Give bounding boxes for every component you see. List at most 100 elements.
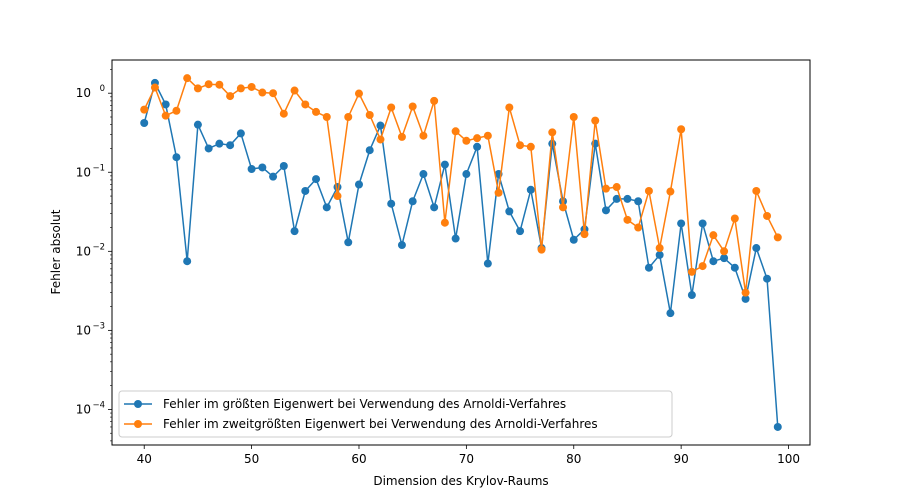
data-point: [344, 238, 353, 247]
data-point: [312, 175, 321, 184]
data-point: [451, 127, 460, 136]
x-tick-label: 40: [137, 452, 152, 466]
data-point: [258, 88, 267, 97]
data-point: [226, 141, 235, 150]
data-point: [773, 422, 782, 431]
data-point: [655, 250, 664, 259]
data-point: [269, 172, 278, 181]
data-point: [773, 233, 782, 242]
data-point: [730, 263, 739, 272]
data-point: [548, 139, 557, 148]
data-point: [462, 170, 471, 179]
data-point: [730, 214, 739, 223]
data-point: [666, 187, 675, 196]
data-point: [709, 231, 718, 240]
data-point: [569, 235, 578, 244]
data-point: [376, 121, 385, 130]
y-tick-exponent: −3: [92, 321, 105, 331]
series-line-1: [143, 82, 779, 428]
data-point: [462, 136, 471, 145]
data-point: [204, 80, 213, 89]
legend-marker-series-1: [134, 400, 142, 408]
series-layer: [140, 74, 782, 431]
data-point: [279, 162, 288, 170]
y-tick-label: 10: [76, 323, 91, 337]
data-point: [204, 144, 213, 153]
data-point: [687, 291, 696, 300]
data-point: [483, 259, 492, 268]
data-point: [537, 245, 546, 254]
data-point: [290, 227, 299, 236]
legend-label-series-1: Fehler im größten Eigenwert bei Verwendu…: [163, 397, 566, 411]
legend-label-series-2: Fehler im zweitgrößten Eigenwert bei Ver…: [163, 417, 598, 431]
data-point: [322, 113, 331, 121]
data-point: [172, 153, 181, 162]
data-point: [150, 83, 159, 92]
data-point: [247, 82, 256, 91]
data-point: [698, 262, 707, 271]
data-point: [601, 184, 610, 193]
data-point: [666, 309, 675, 318]
data-point: [419, 131, 428, 140]
data-point: [279, 109, 288, 118]
data-point: [601, 206, 610, 215]
data-point: [290, 86, 299, 95]
y-tick-exponent: 0: [100, 84, 105, 94]
data-point: [161, 100, 170, 109]
data-point: [623, 215, 632, 224]
plot-frame: [111, 59, 811, 446]
data-point: [473, 142, 482, 151]
data-point: [526, 185, 535, 194]
data-point: [483, 131, 492, 140]
y-tick-exponent: −4: [92, 400, 105, 410]
data-point: [752, 186, 761, 195]
y-tick-label: 10: [76, 402, 91, 416]
data-point: [505, 103, 514, 112]
data-point: [354, 89, 363, 98]
data-point: [301, 186, 310, 195]
y-tick-exponent: −1: [92, 163, 105, 173]
x-tick-label: 70: [459, 452, 474, 466]
data-point: [752, 244, 761, 253]
data-point: [397, 132, 406, 141]
data-point: [312, 107, 321, 116]
data-point: [559, 203, 568, 212]
data-point: [440, 160, 449, 169]
data-point: [655, 244, 664, 253]
data-point: [698, 219, 707, 228]
data-point: [236, 84, 245, 93]
data-point: [258, 163, 267, 172]
data-point: [397, 241, 406, 250]
data-point: [193, 84, 202, 93]
data-point: [333, 183, 342, 192]
data-point: [215, 80, 224, 89]
legend: Fehler im größten Eigenwert bei Verwendu…: [118, 390, 673, 438]
data-point: [301, 100, 310, 109]
data-point: [226, 92, 235, 101]
y-tick-label: 10: [76, 244, 91, 258]
data-point: [172, 106, 181, 115]
data-point: [344, 113, 353, 121]
y-tick-label: 10: [76, 165, 91, 179]
data-point: [580, 230, 589, 239]
data-point: [215, 139, 224, 148]
data-point: [634, 197, 643, 206]
y-axis-label: Fehler absolut: [49, 209, 63, 294]
data-point: [644, 263, 653, 272]
legend-box: [118, 390, 673, 438]
data-point: [677, 125, 686, 134]
data-point: [516, 227, 525, 236]
x-tick-label: 60: [351, 452, 366, 466]
data-point: [763, 274, 772, 283]
data-point: [741, 294, 750, 303]
data-point: [741, 288, 750, 297]
data-point: [591, 116, 600, 125]
data-point: [193, 120, 202, 129]
data-point: [408, 102, 417, 111]
data-point: [720, 254, 729, 263]
x-axis: 40 50 60 70 80 90 100: [137, 445, 800, 466]
data-point: [494, 188, 503, 197]
x-tick-label: 90: [673, 452, 688, 466]
data-point: [709, 257, 718, 266]
